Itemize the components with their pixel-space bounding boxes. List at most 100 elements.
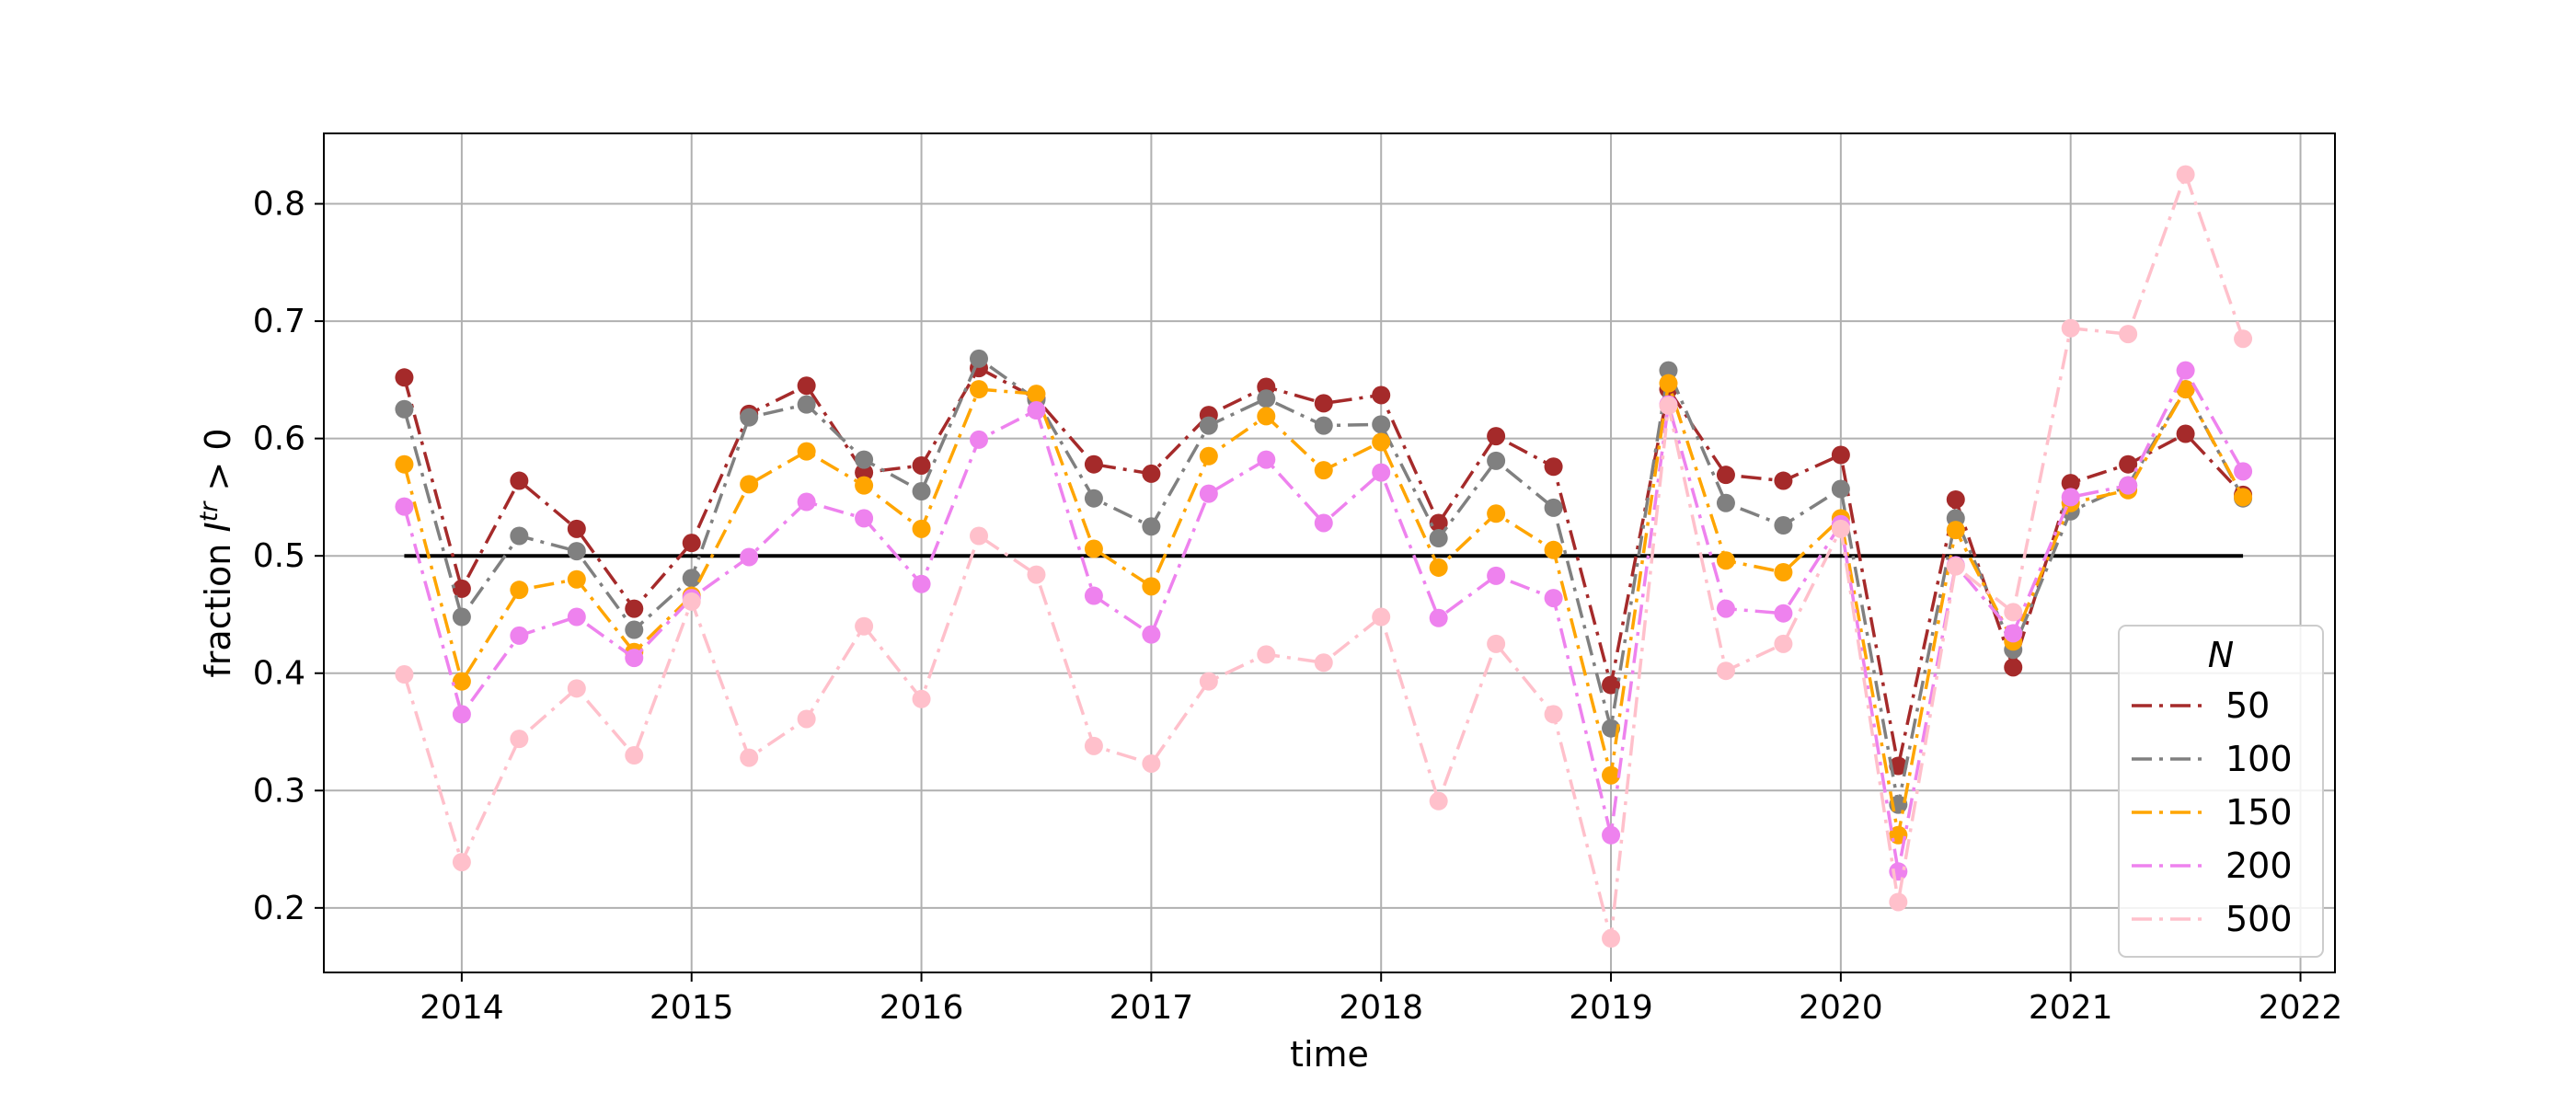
- legend-item: 50: [2132, 685, 2270, 726]
- legend-label: 150: [2225, 792, 2293, 833]
- y-axis-label-math: Itr > 0: [195, 428, 238, 532]
- data-point: [1027, 401, 1046, 420]
- data-point: [1257, 645, 1276, 664]
- data-point: [2061, 488, 2080, 507]
- x-tick-label: 2022: [2259, 989, 2343, 1027]
- legend-label: 100: [2225, 739, 2293, 779]
- data-point: [625, 649, 644, 668]
- data-point: [1257, 389, 1276, 408]
- series-50: [395, 359, 2253, 776]
- x-axis-label: time: [1290, 1034, 1369, 1075]
- data-point: [452, 579, 471, 598]
- data-point: [855, 509, 874, 528]
- data-point: [1831, 479, 1850, 499]
- data-point: [625, 599, 644, 618]
- data-point: [452, 705, 471, 724]
- data-point: [1602, 929, 1621, 949]
- data-point: [1314, 461, 1333, 480]
- data-point: [1084, 489, 1103, 508]
- legend: N 50 100 150 200 500: [2118, 625, 2324, 958]
- legend-title: N: [2208, 635, 2234, 675]
- data-point: [1314, 416, 1333, 435]
- data-point: [797, 442, 816, 461]
- data-point: [1946, 521, 1965, 540]
- data-point: [1544, 589, 1563, 608]
- series-line-500: [402, 172, 2245, 940]
- x-tick-label: 2015: [650, 989, 734, 1027]
- data-point: [1602, 825, 1621, 845]
- data-point: [2176, 361, 2195, 380]
- data-point: [740, 408, 759, 427]
- data-point: [2004, 658, 2023, 677]
- data-point: [1314, 394, 1333, 413]
- legend-item: 200: [2132, 845, 2293, 886]
- x-tick-label: 2019: [1569, 989, 1653, 1027]
- data-point: [912, 519, 931, 538]
- data-point: [1889, 892, 1908, 912]
- data-point: [2061, 318, 2080, 338]
- data-point: [1084, 736, 1103, 755]
- data-point: [567, 679, 586, 698]
- data-point: [912, 455, 931, 475]
- x-tick-label: 2020: [1799, 989, 1883, 1027]
- data-point: [1429, 529, 1448, 548]
- data-point: [970, 526, 989, 546]
- data-point: [625, 746, 644, 765]
- data-point: [1429, 558, 1448, 577]
- data-point: [2176, 165, 2195, 184]
- data-point: [2004, 603, 2023, 622]
- data-point: [1774, 471, 1793, 490]
- data-point: [1544, 498, 1563, 517]
- data-point: [1199, 416, 1218, 435]
- data-point: [1487, 451, 1506, 470]
- series-group: [395, 165, 2253, 949]
- data-point: [2061, 474, 2080, 493]
- data-point: [1199, 672, 1218, 691]
- data-point: [797, 395, 816, 414]
- data-point: [1429, 608, 1448, 627]
- legend-label: 500: [2225, 899, 2293, 939]
- data-point: [510, 730, 529, 749]
- x-tick-label: 2016: [880, 989, 964, 1027]
- data-point: [567, 519, 586, 538]
- data-point: [1659, 374, 1678, 393]
- data-point: [1372, 385, 1391, 405]
- data-point: [1314, 513, 1333, 533]
- data-point: [452, 853, 471, 872]
- data-point: [395, 399, 414, 419]
- data-point: [1716, 599, 1735, 618]
- data-point: [740, 748, 759, 767]
- data-point: [1372, 415, 1391, 434]
- data-point: [1142, 577, 1161, 596]
- data-point: [1084, 454, 1103, 474]
- data-point: [1372, 607, 1391, 627]
- data-point: [1602, 765, 1621, 785]
- legend-item: 100: [2132, 739, 2293, 779]
- data-point: [510, 626, 529, 645]
- data-point: [682, 534, 701, 553]
- data-point: [510, 471, 529, 490]
- data-point: [1314, 653, 1333, 673]
- legend-item: 150: [2132, 792, 2293, 833]
- plot-frame: [323, 132, 2336, 973]
- data-point: [1199, 446, 1218, 466]
- data-point: [395, 454, 414, 474]
- data-point: [1487, 566, 1506, 585]
- data-point: [682, 569, 701, 588]
- data-point: [1946, 489, 1965, 509]
- data-point: [1774, 563, 1793, 582]
- y-tick-label: 0.5: [253, 537, 305, 575]
- data-point: [1716, 661, 1735, 681]
- data-point: [1142, 753, 1161, 773]
- data-point: [1946, 557, 1965, 576]
- series-500: [395, 165, 2253, 949]
- data-point: [395, 368, 414, 387]
- data-point: [1429, 791, 1448, 811]
- data-point: [510, 526, 529, 546]
- data-point: [1716, 551, 1735, 570]
- data-point: [1199, 484, 1218, 503]
- data-point: [1831, 445, 1850, 465]
- data-point: [912, 689, 931, 708]
- data-point: [452, 607, 471, 627]
- data-point: [1257, 450, 1276, 469]
